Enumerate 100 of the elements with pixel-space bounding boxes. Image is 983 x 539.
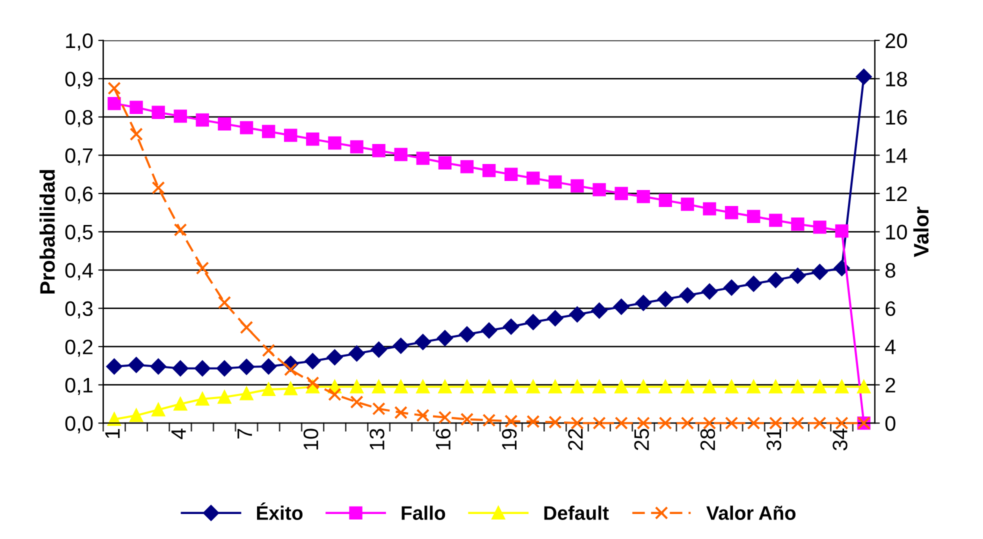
point [856,68,872,85]
point [702,202,716,216]
point [284,128,298,142]
point [394,406,408,420]
point [592,380,606,394]
y-tick-label: 0,2 [65,340,92,357]
point [724,206,738,220]
point [635,295,652,311]
point [569,306,586,322]
point [592,183,606,196]
legend-label: Default [544,506,609,520]
point [350,380,364,394]
point [240,387,254,400]
point [769,214,782,227]
point [194,360,210,376]
point [218,296,232,310]
point [724,280,740,296]
x-tick-label: 7 [238,429,252,438]
x-tick-label: 10 [304,428,318,450]
point [108,96,121,110]
x-tick-label: 13 [370,428,384,450]
y2-tick-label: 14 [886,148,908,163]
point [306,376,320,390]
x-tick-label: 22 [568,429,583,450]
point [372,144,386,158]
x-tick-label: 19 [502,428,517,450]
point [240,121,254,134]
point [174,223,187,236]
point [680,380,694,394]
point [350,140,364,154]
x-tick-label: 4 [171,428,186,440]
x-tick-label: 1 [105,428,120,438]
point [747,416,760,430]
point [724,416,738,430]
y-tick-label: 1,0 [66,33,93,51]
point [152,106,165,119]
point [680,287,696,304]
point [130,408,143,422]
point [570,179,584,192]
point [304,353,321,370]
point [394,148,408,162]
point [680,416,694,430]
point [196,113,210,127]
point [769,416,782,430]
point [526,380,540,394]
point [262,344,276,358]
point [438,410,452,424]
point [196,262,210,275]
y2-tick-label: 12 [886,186,907,202]
point [414,334,431,350]
point [152,403,165,416]
point [658,194,672,207]
point [174,110,187,123]
y-axis-title: Probabilidad [40,170,55,294]
point [482,414,496,427]
y-tick-label: 0,7 [65,148,92,166]
point [636,190,650,204]
x-tick-label: 34 [832,428,848,450]
point [658,380,672,394]
point [570,416,584,430]
point [548,175,562,189]
x-tick-label: 28 [700,428,716,450]
point [328,136,342,150]
point [570,380,584,394]
point [262,382,276,396]
point [525,314,542,330]
y2-tick-label: 6 [886,301,896,316]
point [238,358,254,375]
point [108,412,121,426]
point [702,284,718,300]
point [636,380,650,394]
point [350,395,364,409]
y2-tick-label: 18 [886,72,907,86]
point [614,416,628,430]
point [262,124,276,138]
point [835,224,848,238]
point [218,117,232,130]
point [702,380,716,394]
point [614,380,628,394]
point [504,380,518,394]
point [526,414,540,428]
point [548,380,562,394]
point [370,342,387,358]
point [482,164,496,178]
point [791,218,804,231]
point [504,168,518,181]
x-tick-label: 25 [634,428,649,450]
point [174,397,187,411]
point [658,291,674,308]
y2-tick-label: 2 [886,378,896,392]
y-tick-label: 0,0 [65,416,93,434]
point [746,276,762,292]
point [416,380,430,394]
y2-tick-label: 4 [885,340,896,354]
point [482,380,496,394]
point [416,152,430,165]
point [130,100,143,114]
point [372,402,386,416]
point [592,416,606,430]
y2-tick-label: 8 [885,263,896,278]
